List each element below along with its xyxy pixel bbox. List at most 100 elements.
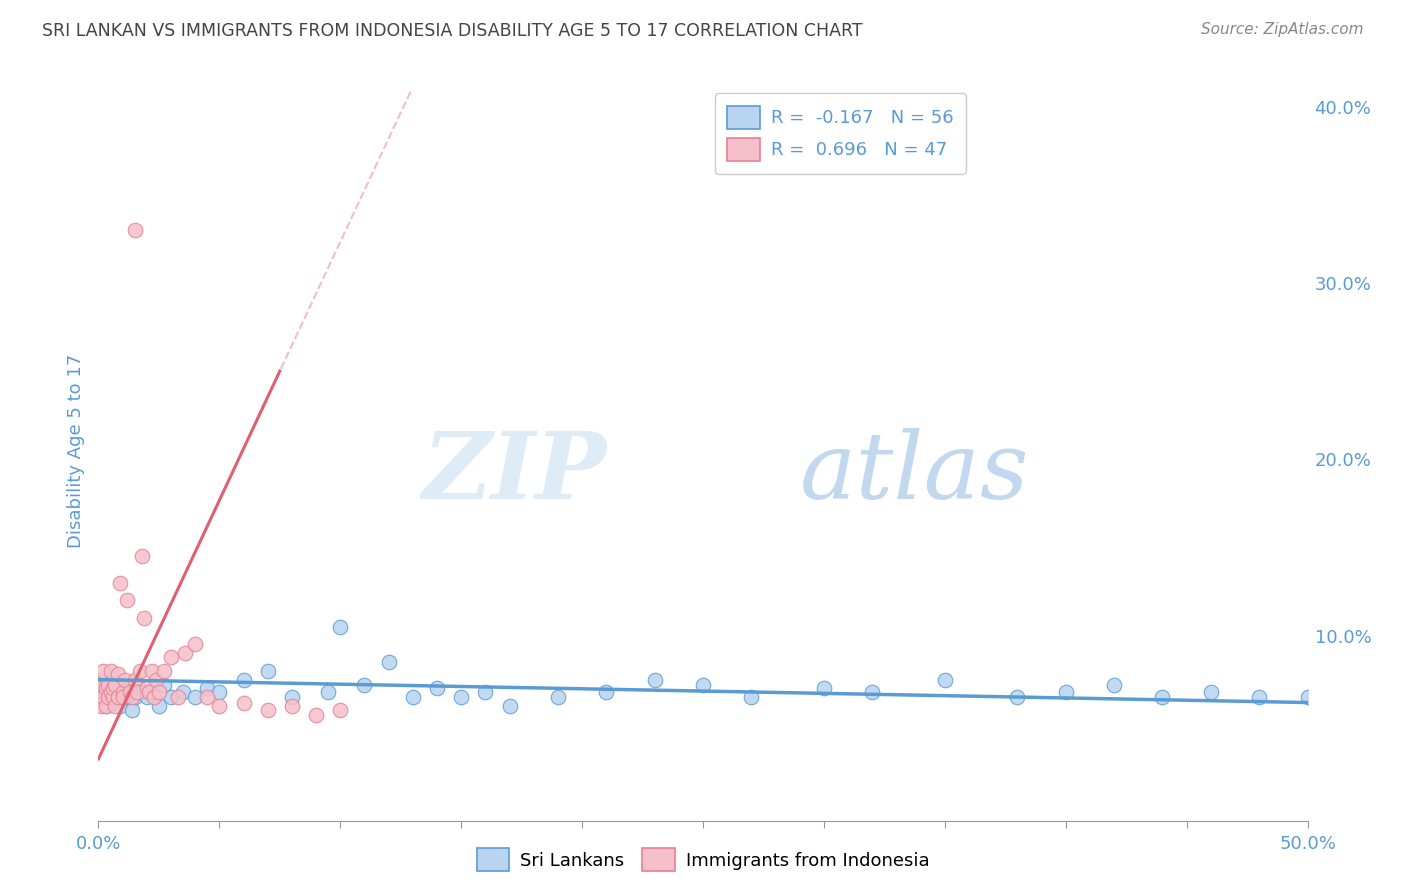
Point (94, 699, 117, 714)
Point (172, 685, 194, 699)
Point (305, 707, 328, 722)
Point (316, 685, 339, 699)
Point (104, 681, 127, 696)
Legend: R =  -0.167   N = 56, R =  0.696   N = 47: R = -0.167 N = 56, R = 0.696 N = 47 (714, 93, 966, 174)
Point (143, 690, 166, 705)
Point (111, 690, 134, 705)
Point (1102, 678, 1125, 692)
Point (152, 664, 174, 678)
Point (184, 690, 207, 705)
Point (402, 690, 425, 705)
Y-axis label: Disability Age 5 to 17: Disability Age 5 to 17 (66, 353, 84, 548)
Point (124, 223, 146, 237)
Point (160, 649, 183, 664)
Point (174, 646, 197, 660)
Point (353, 678, 375, 692)
Point (547, 690, 569, 705)
Text: atlas: atlas (800, 427, 1029, 517)
Point (1152, 690, 1174, 705)
Point (97, 678, 120, 692)
Point (1054, 685, 1077, 699)
Point (100, 664, 122, 678)
Point (184, 637, 207, 651)
Legend: Sri Lankans, Immigrants from Indonesia: Sri Lankans, Immigrants from Indonesia (470, 841, 936, 879)
Point (256, 664, 278, 678)
Point (87, 673, 110, 687)
Point (91, 664, 114, 678)
Point (111, 685, 134, 699)
Point (127, 685, 149, 699)
Point (90, 681, 112, 696)
Point (644, 673, 666, 687)
Text: Source: ZipAtlas.com: Source: ZipAtlas.com (1201, 22, 1364, 37)
Point (141, 664, 163, 678)
Point (94, 699, 117, 714)
Point (148, 699, 170, 714)
Point (104, 685, 127, 699)
Point (104, 678, 127, 692)
Point (111, 678, 134, 692)
Point (108, 575, 131, 590)
Point (117, 690, 139, 705)
Point (117, 593, 139, 607)
Point (208, 685, 231, 699)
Point (121, 703, 143, 717)
Point (118, 685, 141, 699)
Point (450, 690, 472, 705)
Point (100, 685, 122, 699)
Point (377, 655, 399, 669)
Point (426, 681, 449, 696)
Point (94, 678, 117, 692)
Point (97, 690, 120, 705)
Point (860, 685, 883, 699)
Point (128, 664, 150, 678)
Point (138, 685, 160, 699)
Point (281, 690, 304, 705)
Point (148, 685, 170, 699)
Point (124, 673, 146, 687)
Point (121, 690, 143, 705)
Point (281, 699, 304, 714)
Point (100, 690, 122, 705)
Point (692, 678, 714, 692)
Point (135, 681, 157, 696)
Point (100, 673, 122, 687)
Point (94, 681, 117, 696)
Point (91, 690, 114, 705)
Point (104, 699, 127, 714)
Point (740, 690, 762, 705)
Point (101, 681, 124, 696)
Point (90, 690, 112, 705)
Point (167, 690, 190, 705)
Point (118, 681, 141, 696)
Point (131, 549, 153, 564)
Point (145, 673, 167, 687)
Point (1007, 690, 1029, 705)
Point (91, 681, 114, 696)
Point (498, 699, 520, 714)
Point (329, 703, 352, 717)
Point (256, 703, 278, 717)
Point (131, 685, 153, 699)
Point (101, 696, 124, 710)
Point (134, 611, 156, 625)
Point (813, 681, 835, 696)
Text: ZIP: ZIP (422, 427, 606, 517)
Point (107, 690, 129, 705)
Point (90, 699, 112, 714)
Point (208, 699, 231, 714)
Point (232, 673, 254, 687)
Point (195, 681, 218, 696)
Point (124, 690, 146, 705)
Point (232, 696, 254, 710)
Point (141, 685, 163, 699)
Point (1296, 690, 1319, 705)
Point (474, 685, 496, 699)
Point (101, 690, 124, 705)
Point (114, 673, 136, 687)
Point (160, 690, 183, 705)
Point (595, 685, 617, 699)
Point (107, 667, 129, 681)
Point (108, 699, 131, 714)
Point (97, 685, 120, 699)
